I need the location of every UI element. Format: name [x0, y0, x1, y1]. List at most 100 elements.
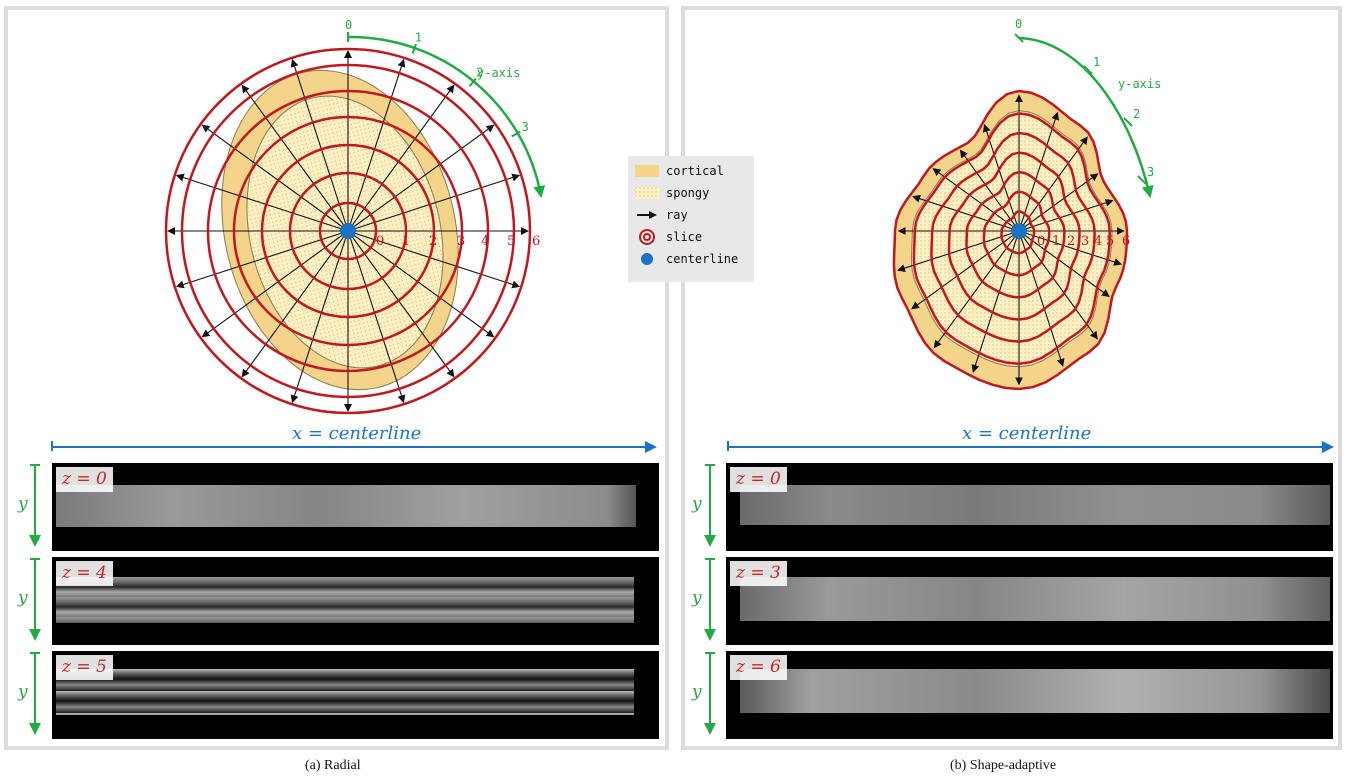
slice-label: 4 — [1094, 234, 1102, 249]
y-tick-label: 2 — [476, 66, 483, 80]
slab-a-1: z = 4 — [52, 557, 659, 645]
ray — [1018, 230, 1098, 340]
slice-label: 1 — [402, 234, 410, 249]
rings-a — [164, 47, 532, 415]
slice-label: 2 — [1067, 234, 1075, 249]
slab-b-2: z = 6 — [726, 651, 1333, 739]
ray — [1018, 111, 1060, 232]
legend: cortical spongy ray slice centerline — [628, 156, 754, 282]
ray — [347, 230, 495, 338]
y-tick — [1123, 117, 1133, 127]
slice-ring — [947, 151, 1081, 321]
slab-label: z = 4 — [56, 561, 113, 586]
centerline-dot-a — [340, 223, 356, 239]
slice-label: 1 — [1052, 234, 1060, 249]
y-tick — [1083, 65, 1093, 75]
ray — [347, 230, 406, 404]
ray — [290, 230, 349, 404]
ray — [241, 84, 349, 232]
slab-b-1: z = 3 — [726, 557, 1333, 645]
legend-item-slice: slice — [634, 226, 748, 248]
rings-b — [912, 112, 1111, 365]
y-tick — [1014, 33, 1024, 43]
slice-ring — [260, 143, 436, 319]
y-tick-label: 3 — [522, 120, 529, 134]
x-axis-b — [727, 441, 1334, 453]
slice-ring — [288, 171, 408, 291]
slab-label: z = 0 — [56, 467, 113, 492]
slice-ring — [232, 115, 464, 347]
slab-label: z = 0 — [730, 467, 787, 492]
slab-y-label-a-1: y — [18, 588, 28, 608]
x-axis-a — [51, 441, 657, 453]
ray — [347, 84, 455, 232]
ray — [971, 230, 1020, 373]
y-tick-label: 3 — [1147, 165, 1154, 179]
slab-y-label-a-0: y — [18, 494, 28, 514]
caption-shape-adaptive: (b) Shape-adaptive — [950, 758, 1057, 773]
slab-image — [740, 485, 1330, 525]
slice-ring — [206, 89, 490, 373]
slab-image — [56, 485, 636, 527]
slab-image — [56, 577, 634, 623]
slab-y-label-b-1: y — [692, 588, 702, 608]
y-tick-label: 0 — [345, 18, 352, 32]
slice-label: 3 — [1081, 234, 1089, 249]
centerline-dot-b — [1011, 223, 1027, 239]
y-tick — [1137, 175, 1147, 185]
ray — [897, 230, 1020, 272]
slab-a-2: z = 5 — [52, 651, 659, 739]
legend-item-ray: ray — [634, 204, 748, 226]
slice-label: 5 — [507, 234, 515, 249]
ray — [1018, 198, 1114, 232]
slice-ring — [180, 63, 516, 399]
y-tick-label: 0 — [1015, 17, 1022, 31]
y-tick-label: 2 — [1133, 107, 1140, 121]
slice-label: 2 — [429, 234, 437, 249]
ray — [911, 230, 1020, 310]
slice-label: 6 — [532, 234, 540, 249]
slab-y-label-a-2: y — [18, 682, 28, 702]
slice-ring — [1000, 210, 1036, 255]
ray — [959, 149, 1020, 232]
ray — [932, 168, 1020, 232]
y-ticks-a: 0 1 2 3 — [345, 18, 529, 138]
slab-y-axes — [29, 464, 716, 735]
ray — [1018, 230, 1065, 367]
slice-label: 3 — [457, 234, 465, 249]
slice-label: 6 — [1122, 234, 1130, 249]
ray — [1018, 230, 1110, 297]
ray — [347, 230, 455, 378]
ray — [347, 124, 495, 232]
slab-label: z = 3 — [730, 561, 787, 586]
slice-ring — [965, 170, 1066, 299]
y-axis-arc-b — [1018, 36, 1154, 198]
y-axis-label-b: y-axis — [1118, 77, 1161, 91]
y-ticks-b: 0 1 2 3 — [1014, 17, 1154, 185]
ray — [201, 230, 349, 338]
ray — [1018, 173, 1099, 232]
slab-y-label-b-2: y — [692, 682, 702, 702]
rays-a — [167, 50, 529, 412]
ray — [1018, 230, 1122, 266]
ray — [201, 124, 349, 232]
x-axis-label-a: x = centerline — [292, 423, 422, 444]
legend-item-centerline: centerline — [634, 248, 748, 270]
ray — [175, 173, 349, 232]
radial-diagram: 0 1 2 3 4 5 6 0 1 2 3 y-axis — [164, 18, 546, 415]
ray — [175, 230, 349, 289]
slab-image — [740, 669, 1330, 713]
slice-label: 5 — [1106, 234, 1114, 249]
slab-a-0: z = 0 — [52, 463, 659, 551]
y-tick-label: 1 — [1093, 55, 1100, 69]
ray — [982, 123, 1020, 232]
ray — [347, 58, 406, 232]
slab-label: z = 6 — [730, 655, 787, 680]
slab-image — [740, 577, 1330, 621]
ray — [912, 194, 1020, 232]
ray — [347, 230, 521, 289]
ray — [241, 230, 349, 378]
